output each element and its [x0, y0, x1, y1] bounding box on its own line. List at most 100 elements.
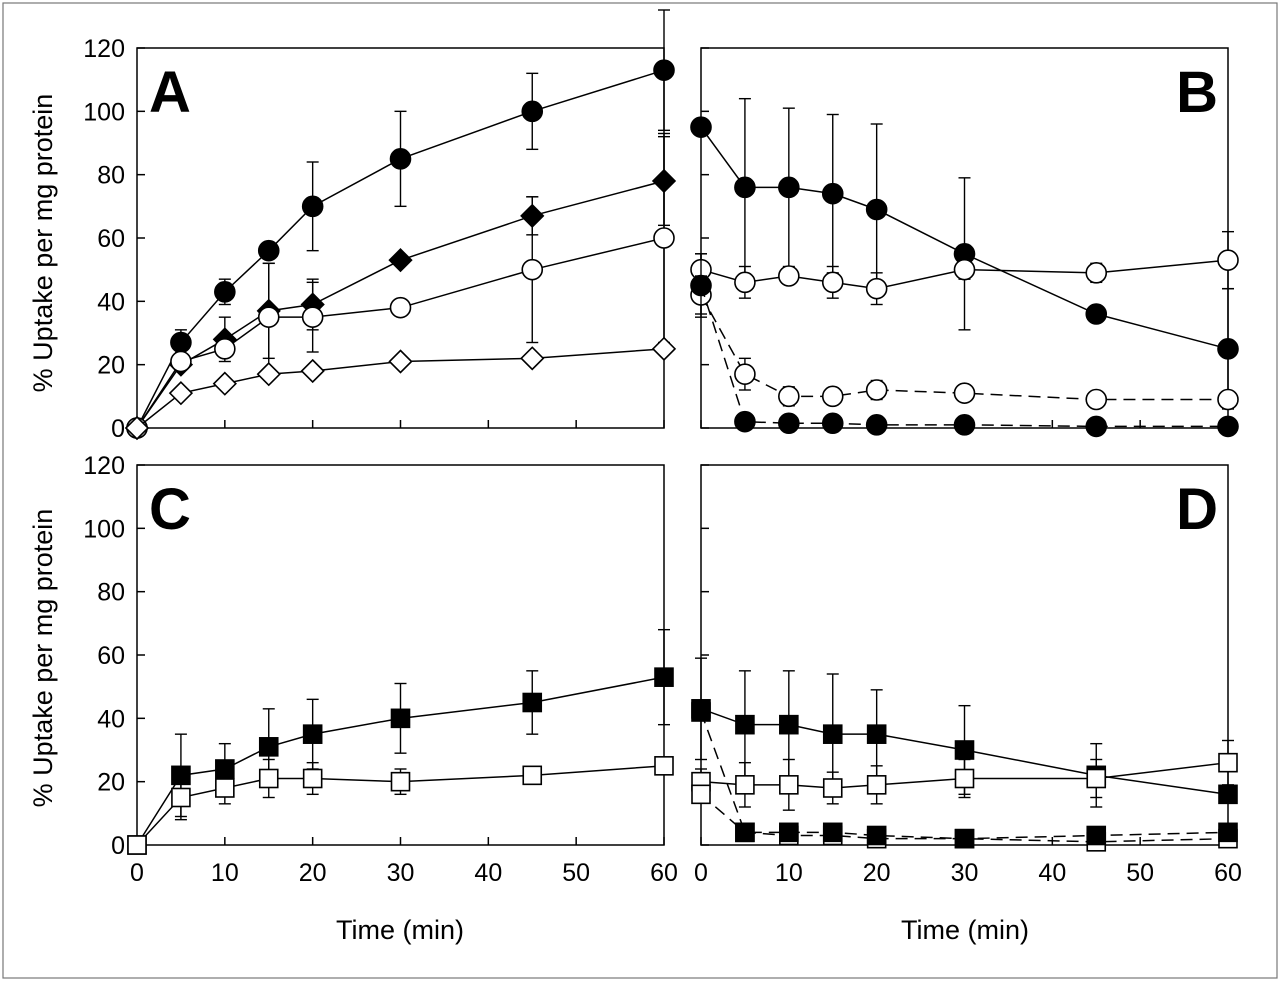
panel-b: B [690, 47, 1239, 438]
data-point [734, 410, 756, 433]
data-point [390, 708, 411, 729]
data-point [865, 379, 888, 401]
data-point [302, 768, 323, 789]
data-point [822, 778, 843, 798]
data-point [1085, 415, 1108, 438]
x-tick-label: 10 [211, 859, 239, 887]
data-point [302, 724, 323, 744]
data-point [1217, 415, 1239, 438]
data-point [779, 822, 799, 843]
data-point [1218, 822, 1238, 843]
data-point [212, 371, 237, 396]
x-axis-title-right: Time (min) [901, 915, 1029, 945]
data-point [654, 756, 674, 776]
data-point [953, 414, 976, 436]
data-point [779, 714, 799, 735]
series-line [136, 69, 665, 429]
x-tick-label: 20 [299, 859, 327, 887]
data-point [690, 274, 712, 297]
series-1 [126, 9, 675, 439]
x-tick-label: 40 [1038, 859, 1066, 887]
data-point [866, 825, 887, 846]
y-tick-label: 20 [97, 352, 125, 380]
data-point [821, 412, 844, 435]
series-1 [127, 628, 674, 855]
data-point [778, 385, 800, 408]
data-point [1217, 249, 1239, 271]
data-point [734, 363, 756, 385]
data-point [866, 724, 887, 744]
x-tick-label: 10 [775, 859, 803, 887]
data-point [214, 338, 236, 360]
data-point [1085, 303, 1108, 325]
data-point [654, 667, 674, 687]
data-point [170, 350, 192, 373]
y-tick-label: 0 [111, 832, 125, 860]
y-tick-label: 0 [111, 415, 125, 443]
y-tick-label: 60 [97, 225, 125, 253]
series-1 [690, 97, 1239, 410]
data-point [1217, 388, 1239, 411]
data-point [822, 822, 843, 843]
panel-c: 0 20 40 60 80 100 120 0 10 20 30 40 50 60 C [83, 452, 678, 887]
data-point [653, 227, 675, 249]
panel-a: 0 20 40 60 80 100 120 A [83, 9, 677, 443]
series-2 [127, 756, 674, 855]
data-point [389, 148, 412, 170]
series-line [700, 285, 1228, 428]
x-tick-label: 0 [694, 859, 708, 887]
x-tick-label: 30 [387, 859, 415, 887]
data-point [1217, 338, 1239, 360]
x-axis-title-left: Time (min) [336, 915, 464, 945]
y-tick-label: 60 [97, 642, 125, 670]
data-point [171, 787, 191, 808]
data-point [1086, 768, 1107, 789]
data-point [389, 296, 412, 319]
data-point [690, 116, 712, 138]
data-point [735, 714, 755, 735]
data-point [390, 771, 411, 792]
data-point [301, 195, 324, 218]
y-axis-title-top: % Uptake per mg protein [28, 94, 58, 393]
data-point [170, 331, 192, 354]
panel-letter: C [149, 477, 191, 542]
data-point [1085, 262, 1108, 284]
data-point [521, 100, 544, 123]
data-point [301, 306, 324, 328]
x-tick-label: 60 [1214, 859, 1242, 887]
y-axis-title-bottom: % Uptake per mg protein [28, 509, 58, 808]
data-point [1085, 388, 1108, 411]
data-point [778, 412, 800, 435]
data-point [954, 740, 975, 760]
x-tick-label: 0 [130, 859, 144, 887]
data-point [258, 737, 279, 757]
data-point [258, 768, 279, 789]
y-tick-label: 80 [97, 579, 125, 607]
data-point [865, 414, 888, 436]
panel-letter: A [149, 60, 191, 125]
x-tick-label: 20 [863, 859, 891, 887]
data-point [520, 346, 545, 371]
panel-letter: B [1176, 60, 1218, 125]
y-tick-label: 80 [97, 162, 125, 190]
series-3 [690, 275, 1239, 411]
data-point [954, 768, 975, 789]
data-point [821, 271, 844, 294]
data-point [866, 775, 887, 795]
data-point [522, 765, 543, 786]
data-point [734, 176, 756, 199]
data-point [653, 59, 675, 81]
data-point [778, 265, 800, 287]
y-tick-label: 20 [97, 769, 125, 797]
series-4 [124, 336, 677, 441]
data-point [215, 778, 235, 798]
data-point [953, 258, 976, 281]
y-tick-label: 100 [83, 98, 125, 126]
panel-letter: D [1176, 477, 1218, 542]
data-point [388, 349, 413, 374]
y-tick-label: 40 [97, 705, 125, 733]
x-tick-label: 50 [1126, 859, 1154, 887]
data-point [256, 362, 281, 387]
